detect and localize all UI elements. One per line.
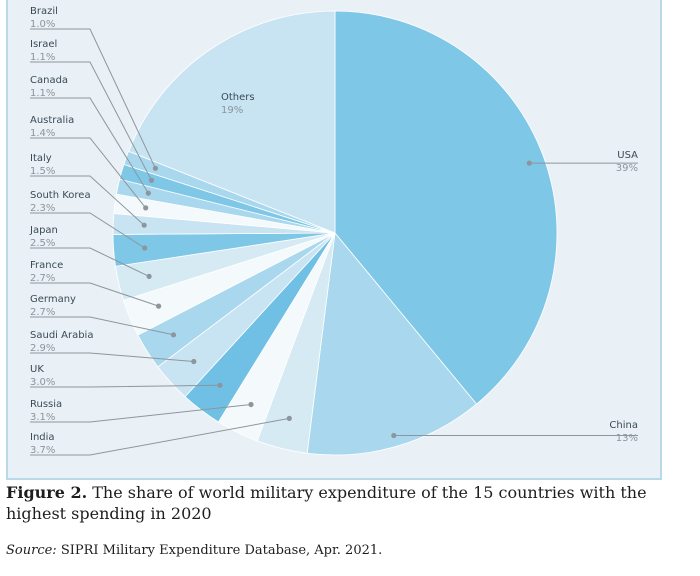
slice-value-russia: 3.1% <box>30 412 55 423</box>
slice-value-usa: 39% <box>616 163 638 174</box>
slice-value-japan: 2.5% <box>30 238 55 249</box>
slice-value-australia: 1.4% <box>30 128 55 139</box>
figure-label: Figure 2. <box>6 483 88 502</box>
leader-dot-brazil <box>152 165 158 171</box>
leader-line-japan <box>30 247 150 277</box>
leader-dot-italy <box>141 222 147 228</box>
slice-value-china: 13% <box>616 433 638 444</box>
slice-label-italy: Italy <box>30 153 52 164</box>
leader-dot-france <box>156 303 162 309</box>
slice-value-canada: 1.1% <box>30 88 55 99</box>
source-label: Source: <box>6 543 57 558</box>
figure-caption-text: The share of world military expenditure … <box>6 483 647 523</box>
pie-slice-china <box>306 232 478 456</box>
slice-label-south-korea: South Korea <box>30 190 91 201</box>
leader-line-brazil <box>30 28 156 169</box>
slice-label-japan: Japan <box>29 225 58 236</box>
pie-chart: USA 39% China 13% India 3.7% Russia 3.1% UK 3.0% S… <box>29 6 638 456</box>
leader-line-israel <box>30 61 152 181</box>
slice-label-india: India <box>30 432 55 443</box>
pie-slice-others <box>128 10 336 234</box>
leader-dot-australia <box>143 205 149 211</box>
chart-panel: USA 39% China 13% India 3.7% Russia 3.1% UK 3.0% S… <box>6 0 662 480</box>
slice-label-china: China <box>609 420 638 431</box>
slice-value-israel: 1.1% <box>30 52 55 63</box>
leader-dot-south-korea <box>142 245 148 251</box>
slice-label-usa: USA <box>617 150 638 161</box>
slice-value-italy: 1.5% <box>30 166 55 177</box>
leader-dot-canada <box>145 190 151 196</box>
leader-line-italy <box>30 175 145 226</box>
leader-line-uk <box>30 384 220 388</box>
leader-dot-japan <box>146 273 152 279</box>
slice-label-israel: Israel <box>30 39 57 50</box>
leader-line-australia <box>30 137 147 209</box>
slice-label-germany: Germany <box>30 294 76 305</box>
slice-label-russia: Russia <box>30 399 62 410</box>
pie-slice-usa <box>334 10 558 405</box>
leader-line-canada <box>30 97 149 194</box>
source-note: Source: SIPRI Military Expenditure Datab… <box>6 543 686 558</box>
leader-dot-germany <box>170 332 177 338</box>
leader-line-saudi-arabia <box>30 352 194 362</box>
slice-label-uk: UK <box>30 364 44 375</box>
leader-dot-india <box>286 415 292 421</box>
slice-label-saudi-arabia: Saudi Arabia <box>30 330 93 341</box>
leader-dot-israel <box>148 177 155 183</box>
leader-dot-china <box>391 432 397 439</box>
slice-label-australia: Australia <box>30 115 74 126</box>
slice-value-france: 2.7% <box>30 273 55 284</box>
leader-line-france <box>30 282 159 307</box>
slice-value-uk: 3.0% <box>30 377 55 388</box>
figure-caption: Figure 2. The share of world military ex… <box>6 482 686 524</box>
slice-value-south-korea: 2.3% <box>30 203 55 214</box>
leader-line-russia <box>30 404 252 423</box>
slice-label-france: France <box>30 260 63 271</box>
source-text: SIPRI Military Expenditure Database, Apr… <box>60 543 383 558</box>
slice-label-others: Others <box>221 92 255 103</box>
slice-value-india: 3.7% <box>30 445 55 456</box>
leader-line-india <box>30 417 290 456</box>
slice-value-others: 19% <box>221 105 243 116</box>
leader-dot-saudi-arabia <box>191 358 197 365</box>
leader-dot-russia <box>248 401 254 408</box>
slice-value-brazil: 1.0% <box>30 19 55 30</box>
leader-line-south-korea <box>30 212 145 249</box>
slice-label-brazil: Brazil <box>30 6 58 17</box>
leader-line-germany <box>30 316 174 336</box>
leader-dot-usa <box>526 160 532 166</box>
leader-dot-uk <box>217 382 223 388</box>
slice-value-germany: 2.7% <box>30 307 55 318</box>
slice-label-canada: Canada <box>30 75 68 86</box>
slice-value-saudi-arabia: 2.9% <box>30 343 55 354</box>
